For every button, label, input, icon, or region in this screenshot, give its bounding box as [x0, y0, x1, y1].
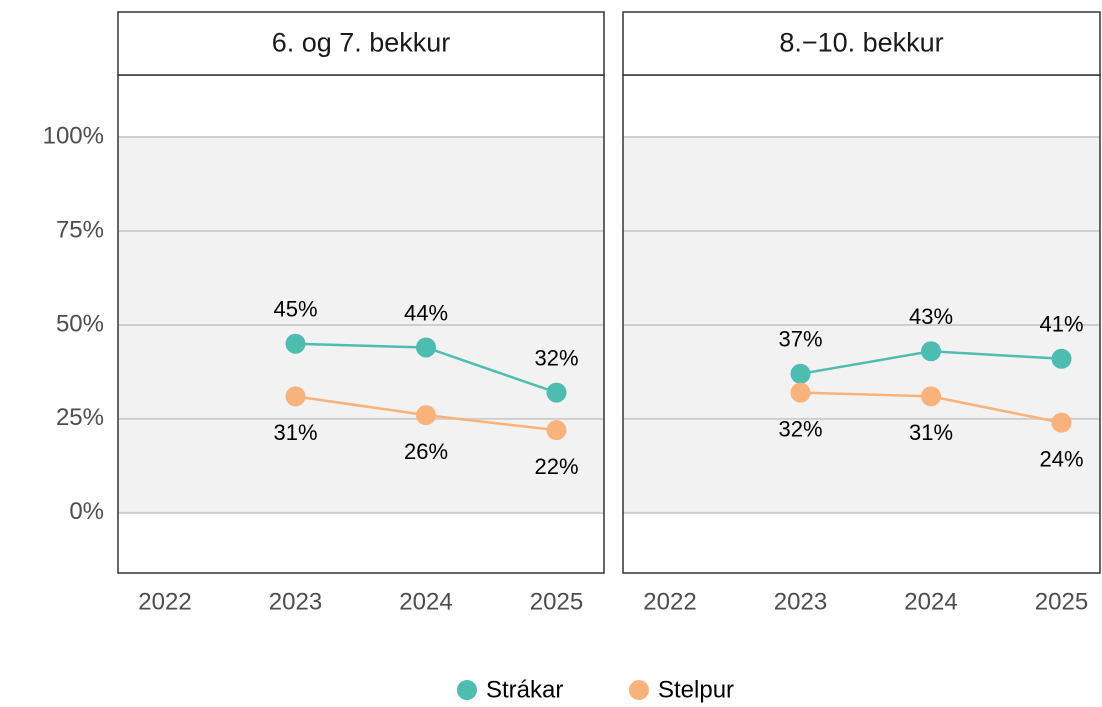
x-tick-label: 2023	[774, 588, 827, 615]
data-point	[546, 382, 567, 403]
y-tick-label: 75%	[56, 216, 104, 243]
data-label: 24%	[1039, 446, 1083, 471]
strip	[117, 11, 605, 76]
data-point	[285, 386, 306, 407]
data-point	[790, 363, 811, 384]
x-tick-label: 2023	[269, 588, 322, 615]
data-point	[921, 341, 941, 362]
strip-title: 6. og 7. bekkur	[272, 28, 451, 58]
data-label: 37%	[778, 327, 822, 352]
data-point	[1051, 348, 1072, 369]
data-point	[416, 405, 436, 426]
data-point	[790, 382, 811, 403]
y-tick-label: 50%	[56, 310, 104, 337]
x-tick-label: 2024	[399, 588, 452, 615]
y-tick-label: 0%	[69, 498, 104, 525]
data-label: 32%	[778, 416, 822, 441]
x-tick-label: 2025	[1035, 588, 1088, 615]
legend-label: Stelpur	[658, 676, 734, 703]
x-tick-label: 2022	[643, 588, 696, 615]
legend-swatch	[629, 680, 649, 700]
data-label: 44%	[404, 300, 448, 325]
data-label: 45%	[273, 297, 317, 322]
strip	[622, 11, 1101, 76]
data-label: 26%	[404, 439, 448, 464]
data-point	[921, 386, 941, 407]
data-label: 41%	[1039, 312, 1083, 337]
legend-swatch	[457, 680, 477, 700]
data-label: 31%	[273, 420, 317, 445]
data-label: 43%	[909, 304, 953, 329]
y-tick-label: 25%	[56, 404, 104, 431]
data-label: 32%	[534, 345, 578, 370]
legend-label: Strákar	[486, 676, 563, 703]
data-point	[1051, 412, 1072, 433]
y-tick-label: 100%	[43, 122, 104, 149]
data-point	[285, 333, 306, 354]
data-point	[416, 337, 436, 358]
legend: Strákar Stelpur	[457, 676, 734, 703]
data-label: 22%	[534, 454, 578, 479]
data-point	[546, 420, 567, 441]
x-tick-label: 2025	[530, 588, 583, 615]
strip-title: 8.−10. bekkur	[779, 28, 943, 58]
x-tick-label: 2024	[904, 588, 957, 615]
x-tick-label: 2022	[138, 588, 191, 615]
data-label: 31%	[909, 420, 953, 445]
